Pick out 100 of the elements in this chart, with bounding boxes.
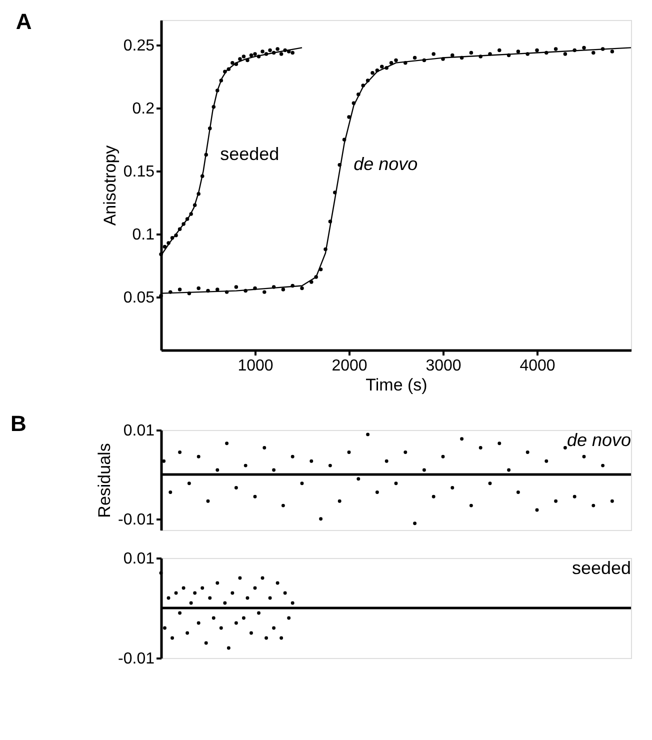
series-label: de novo [566,430,631,450]
point [178,611,182,615]
point [290,454,294,458]
series-label: de novo [354,154,418,174]
point [196,621,200,625]
x-tick-label: 4000 [520,358,556,374]
point [253,494,257,498]
point [412,56,417,60]
point [238,576,242,580]
y-tick-label: -0.01 [118,511,155,528]
point [366,432,370,436]
y-tick-label: 0.01 [123,550,155,568]
point [264,636,268,640]
point [469,504,473,508]
point [174,591,178,595]
point [182,586,186,590]
point [572,494,576,498]
point [370,71,374,75]
point [404,450,408,454]
point [469,50,474,55]
point [249,53,254,58]
text: seeded [572,558,631,578]
chart-title: B [10,411,26,436]
point [544,459,548,463]
point [287,616,291,620]
point [276,47,280,51]
point [234,621,238,625]
point [380,64,384,68]
point [394,482,398,486]
point [216,468,220,472]
point [250,631,253,635]
point [242,616,246,620]
point [279,52,284,56]
point [563,446,567,450]
point [450,486,454,490]
y-tick-label: 0.2 [132,100,155,118]
point [582,46,586,50]
point [212,616,216,620]
point [262,446,266,450]
point [290,601,294,605]
point [478,446,482,450]
point [554,47,558,51]
series-label: seeded [220,144,280,164]
point [516,50,520,54]
point [276,581,280,585]
point [268,48,272,52]
point [601,464,605,468]
point [196,454,200,458]
point [242,54,246,58]
point [356,477,360,481]
point [516,490,520,494]
y-tick-label: 0.01 [123,422,155,440]
point [262,290,266,294]
point [208,596,212,600]
point [260,576,264,580]
point [226,646,230,650]
point [300,286,304,290]
y-axis-title: Residuals [95,443,114,518]
point [246,596,250,600]
point [187,482,191,486]
y-tick-label: 0.25 [123,38,155,55]
y-tick-label: 0.1 [132,226,155,244]
point [441,454,445,458]
point [253,52,257,56]
point [554,499,558,503]
point [450,53,454,58]
point [610,499,614,503]
point [328,464,332,468]
point [253,586,257,590]
point [432,494,436,498]
point [168,490,172,494]
y-tick-label: 0.05 [123,290,155,307]
point [413,522,417,526]
point [230,60,234,65]
point [319,517,323,521]
point [535,48,539,52]
point [498,48,502,52]
point [163,626,166,630]
x-tick-label: 1000 [238,358,274,374]
point [257,611,260,615]
point [272,468,276,472]
point [178,288,182,292]
point [200,586,204,590]
point [193,591,197,595]
point [246,58,250,62]
point [389,60,394,65]
point [189,601,193,605]
point [347,115,351,119]
point [432,52,436,56]
chart-title: A [16,9,32,34]
point [290,50,294,55]
point [610,50,614,54]
point [260,50,264,54]
point [186,631,190,635]
point [219,626,223,630]
point [206,499,210,503]
point [216,288,220,292]
x-axis-title: Time (s) [366,376,428,394]
point [223,601,227,605]
point [384,459,388,463]
